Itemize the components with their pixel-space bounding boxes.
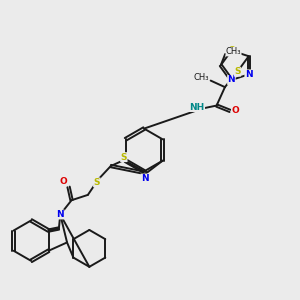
Text: O: O xyxy=(59,177,67,186)
Text: S: S xyxy=(121,153,127,162)
Text: S: S xyxy=(234,67,241,76)
Text: N: N xyxy=(245,70,253,79)
Text: CH₃: CH₃ xyxy=(194,73,209,82)
Text: O: O xyxy=(231,106,239,116)
Text: S: S xyxy=(94,178,100,187)
Text: N: N xyxy=(56,210,64,219)
Text: N: N xyxy=(141,174,148,183)
Text: CH₃: CH₃ xyxy=(226,47,241,56)
Text: S: S xyxy=(228,46,235,55)
Text: NH: NH xyxy=(189,103,205,112)
Text: N: N xyxy=(228,76,235,85)
